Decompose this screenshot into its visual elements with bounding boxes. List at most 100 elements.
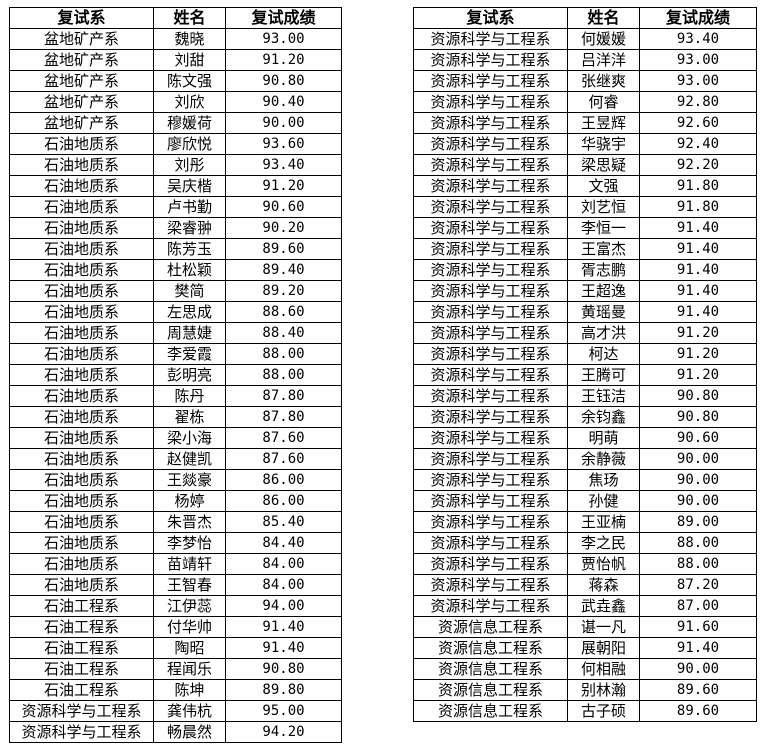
name-cell: 陈文强 [153, 70, 226, 92]
header-name: 姓名 [567, 7, 640, 29]
department-cell: 资源科学与工程系 [413, 364, 568, 386]
score-cell: 90.60 [225, 196, 342, 218]
department-cell: 资源科学与工程系 [413, 595, 568, 617]
department-cell: 石油地质系 [9, 448, 154, 470]
table-row: 石油工程系 陈坤 89.80 [9, 679, 342, 701]
name-cell: 柯达 [567, 343, 640, 365]
department-cell: 石油工程系 [9, 616, 154, 638]
name-cell: 高才洪 [567, 322, 640, 344]
table-row: 资源科学与工程系 李恒一 91.40 [413, 217, 757, 239]
department-cell: 石油地质系 [9, 511, 154, 533]
table-row: 石油地质系 杜松颖 89.40 [9, 259, 342, 281]
header-score: 复试成绩 [225, 7, 342, 29]
department-cell: 石油地质系 [9, 469, 154, 491]
department-cell: 资源科学与工程系 [413, 385, 568, 407]
name-cell: 朱晋杰 [153, 511, 226, 533]
department-cell: 石油地质系 [9, 154, 154, 176]
table-row: 盆地矿产系 刘甜 91.20 [9, 49, 342, 71]
score-cell: 92.40 [639, 133, 757, 155]
score-cell: 90.00 [639, 448, 757, 470]
score-cell: 89.60 [639, 679, 757, 701]
score-cell: 90.80 [225, 658, 342, 680]
department-cell: 资源科学与工程系 [413, 28, 568, 50]
table-row: 资源科学与工程系 刘艺恒 91.80 [413, 196, 757, 218]
table-row: 资源科学与工程系 孙健 90.00 [413, 490, 757, 512]
name-cell: 张继爽 [567, 70, 640, 92]
score-cell: 88.60 [225, 301, 342, 323]
name-cell: 别林瀚 [567, 679, 640, 701]
score-cell: 93.40 [225, 154, 342, 176]
table-row: 石油地质系 刘彤 93.40 [9, 154, 342, 176]
name-cell: 焦玚 [567, 469, 640, 491]
table-row: 资源科学与工程系 柯达 91.20 [413, 343, 757, 365]
score-cell: 87.20 [639, 574, 757, 596]
department-cell: 资源科学与工程系 [413, 343, 568, 365]
department-cell: 石油地质系 [9, 532, 154, 554]
department-cell: 石油地质系 [9, 406, 154, 428]
score-cell: 91.80 [639, 196, 757, 218]
score-cell: 89.40 [225, 259, 342, 281]
score-cell: 91.40 [639, 301, 757, 323]
name-cell: 谌一凡 [567, 616, 640, 638]
name-cell: 赵健凯 [153, 448, 226, 470]
department-cell: 盆地矿产系 [9, 91, 154, 113]
table-row: 资源科学与工程系 王钰洁 90.80 [413, 385, 757, 407]
department-cell: 资源科学与工程系 [413, 406, 568, 428]
name-cell: 何相融 [567, 658, 640, 680]
score-cell: 91.40 [639, 637, 757, 659]
table-row: 资源科学与工程系 畅晨然 94.20 [9, 721, 342, 743]
department-cell: 石油地质系 [9, 238, 154, 260]
table-row: 资源科学与工程系 黄瑶曼 91.40 [413, 301, 757, 323]
score-cell: 91.40 [639, 238, 757, 260]
header-row: 复试系 姓名 复试成绩 [9, 7, 342, 29]
name-cell: 余钧鑫 [567, 406, 640, 428]
score-cell: 90.00 [225, 112, 342, 134]
department-cell: 资源科学与工程系 [9, 700, 154, 722]
name-cell: 李之民 [567, 532, 640, 554]
score-cell: 91.20 [639, 322, 757, 344]
table-row: 盆地矿产系 穆媛荷 90.00 [9, 112, 342, 134]
table-row: 资源科学与工程系 何睿 92.80 [413, 91, 757, 113]
name-cell: 龚伟杭 [153, 700, 226, 722]
score-cell: 89.00 [639, 511, 757, 533]
score-cell: 87.60 [225, 448, 342, 470]
department-cell: 石油工程系 [9, 658, 154, 680]
score-cell: 86.00 [225, 490, 342, 512]
name-cell: 樊简 [153, 280, 226, 302]
name-cell: 陈丹 [153, 385, 226, 407]
name-cell: 黄瑶曼 [567, 301, 640, 323]
table-row: 资源科学与工程系 贾怡帆 88.00 [413, 553, 757, 575]
department-cell: 资源科学与工程系 [413, 301, 568, 323]
score-cell: 91.40 [225, 616, 342, 638]
score-cell: 95.00 [225, 700, 342, 722]
department-cell: 盆地矿产系 [9, 70, 154, 92]
table-row: 石油地质系 梁小海 87.60 [9, 427, 342, 449]
table-row: 石油地质系 彭明亮 88.00 [9, 364, 342, 386]
table-row: 盆地矿产系 魏晓 93.00 [9, 28, 342, 50]
score-cell: 91.20 [639, 364, 757, 386]
name-cell: 周慧婕 [153, 322, 226, 344]
department-cell: 资源信息工程系 [413, 700, 568, 722]
table-row: 资源科学与工程系 龚伟杭 95.00 [9, 700, 342, 722]
name-cell: 陈坤 [153, 679, 226, 701]
score-cell: 84.40 [225, 532, 342, 554]
score-cell: 90.80 [639, 406, 757, 428]
table-row: 资源信息工程系 何相融 90.00 [413, 658, 757, 680]
department-cell: 资源科学与工程系 [413, 70, 568, 92]
name-cell: 王燚豪 [153, 469, 226, 491]
department-cell: 资源科学与工程系 [413, 490, 568, 512]
name-cell: 武垚鑫 [567, 595, 640, 617]
name-cell: 王富杰 [567, 238, 640, 260]
name-cell: 明萌 [567, 427, 640, 449]
department-cell: 资源科学与工程系 [413, 217, 568, 239]
name-cell: 何媛媛 [567, 28, 640, 50]
table-row: 资源科学与工程系 吕洋洋 93.00 [413, 49, 757, 71]
department-cell: 资源信息工程系 [413, 679, 568, 701]
department-cell: 石油工程系 [9, 679, 154, 701]
score-cell: 93.00 [225, 28, 342, 50]
table-row: 石油地质系 卢书勤 90.60 [9, 196, 342, 218]
score-cell: 90.00 [639, 658, 757, 680]
name-cell: 李梦怡 [153, 532, 226, 554]
table-row: 石油地质系 苗靖轩 84.00 [9, 553, 342, 575]
table-row: 资源科学与工程系 明萌 90.60 [413, 427, 757, 449]
